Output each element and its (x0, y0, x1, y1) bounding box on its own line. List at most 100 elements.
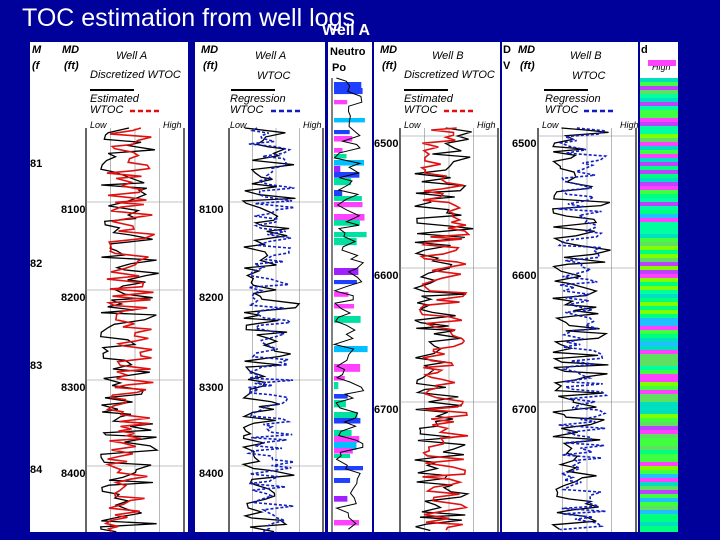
high-label: High (620, 120, 638, 130)
slide-title: TOC estimation from well logs (22, 4, 355, 32)
image-log-band (640, 274, 678, 278)
left-unit-label: (f (32, 60, 40, 72)
image-log-band (640, 194, 678, 198)
image-log-band (640, 454, 678, 458)
neutron-fill (334, 478, 351, 483)
right-high-label: High (652, 62, 671, 72)
image-log-band (640, 246, 678, 250)
image-log-band (640, 354, 678, 358)
image-log-band (640, 230, 678, 234)
low-label: Low (230, 120, 247, 130)
depth-6600: 6600 (374, 270, 399, 282)
neutron-fill (334, 148, 343, 153)
image-log-band (640, 322, 678, 326)
estimated-wtoc-curve (557, 127, 609, 531)
image-log-band (640, 122, 678, 126)
image-log-band (640, 282, 678, 286)
image-log-band (640, 94, 678, 98)
image-log-band (640, 178, 678, 182)
image-log-band (640, 146, 678, 150)
image-log-band (640, 218, 678, 222)
md-label: MD (518, 44, 536, 56)
image-log-band (640, 470, 678, 474)
neutron-fill (334, 202, 363, 208)
well-b-estimated-log (399, 89, 499, 532)
neutron-fill (334, 280, 357, 285)
curve2-label: Estimated WTOC (404, 93, 453, 116)
neutron-fill (334, 130, 350, 135)
high-label: High (303, 120, 322, 130)
image-log-band (640, 242, 678, 246)
depth-8200: 8200 (199, 292, 224, 304)
right-color-log (640, 60, 678, 532)
image-log-band (640, 202, 678, 206)
image-log-band (640, 110, 678, 114)
panel-right-color: d High (640, 42, 678, 532)
neutron-fill (334, 136, 353, 142)
image-log-band (640, 158, 678, 162)
image-log-band (640, 334, 678, 338)
panel-well-a-estimated: MD (ft) Well A Discretized WTOC Estimate… (60, 42, 188, 532)
image-log-band (640, 450, 678, 454)
image-log-band (640, 346, 678, 350)
panel-well-b-estimated: MD (ft) Well B Discretized WTOC Estimate… (374, 42, 500, 532)
image-log-band (640, 390, 678, 394)
neutron-fill (334, 364, 361, 372)
image-log-band (640, 106, 678, 110)
image-log-band (640, 214, 678, 218)
neutron-fill (334, 166, 341, 173)
neutron-fill (334, 292, 349, 297)
image-log-band (640, 170, 678, 174)
image-log-band (640, 210, 678, 214)
image-log-band (640, 442, 678, 446)
curve2-label: Estimated WTOC (90, 93, 139, 116)
neutron-fill (334, 154, 347, 159)
image-log-band (640, 150, 678, 154)
image-log-band (640, 302, 678, 306)
depth-8300: 8300 (199, 382, 224, 394)
image-log-band (640, 286, 678, 290)
left-md-track: M (f 81 82 83 84 (30, 42, 60, 532)
curve1-label: WTOC (257, 70, 291, 82)
low-label: Low (404, 120, 421, 130)
image-log-band (640, 522, 678, 526)
neutron-fill (334, 178, 352, 186)
md-label: MD (62, 44, 80, 56)
unit-label: (ft) (64, 60, 79, 72)
neutron-fill (334, 448, 353, 454)
curve1-label: WTOC (572, 70, 606, 82)
depth-8400: 8400 (61, 468, 86, 480)
neutron-fill (334, 382, 339, 390)
neutron-fill (334, 238, 357, 246)
well-b-regression-log (537, 89, 637, 532)
image-log-band (640, 426, 678, 430)
neutron-fill (334, 160, 364, 166)
image-log-band (640, 494, 678, 498)
slide-subtitle: Well A (322, 22, 371, 39)
image-log-band (640, 182, 678, 186)
well-label: Well B (432, 50, 464, 62)
image-log-band (640, 330, 678, 334)
curve2-label: Regression WTOC (545, 93, 601, 116)
image-log-band (640, 370, 678, 374)
neutron-fill (334, 316, 361, 323)
image-log-band (640, 374, 678, 378)
image-log-band (640, 254, 678, 258)
image-log-band (640, 306, 678, 310)
image-log-band (640, 266, 678, 270)
left-depth-83: 83 (30, 360, 43, 372)
image-log-band (640, 530, 678, 532)
image-log-band (640, 134, 678, 138)
low-label: Low (542, 120, 559, 130)
image-log-band (640, 398, 678, 402)
image-log-band (640, 378, 678, 382)
depth-6700: 6700 (512, 404, 537, 416)
left-depth-84: 84 (30, 464, 43, 476)
low-label: Low (90, 120, 107, 130)
image-log-band (640, 458, 678, 462)
image-log-band (640, 234, 678, 238)
image-log-band (640, 262, 678, 266)
curve1-label: Discretized WTOC (404, 69, 495, 81)
image-log-band (640, 490, 678, 494)
measured-wtoc-curve (241, 127, 301, 532)
